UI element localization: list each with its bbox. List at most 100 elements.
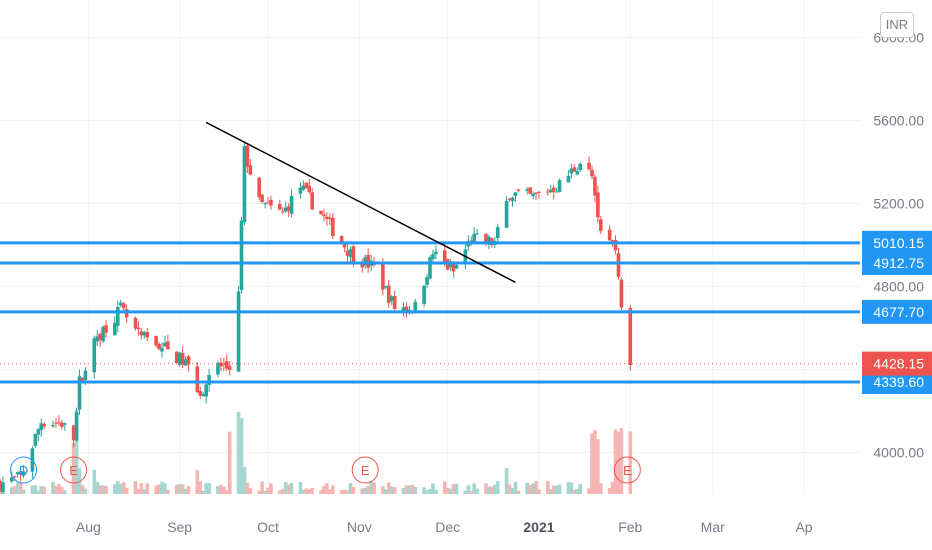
candle xyxy=(222,364,226,366)
y-tick-label: 4800.00 xyxy=(873,278,924,294)
volume-bar xyxy=(98,485,102,494)
volume-bar xyxy=(186,485,191,494)
volume-bar xyxy=(596,439,600,494)
candle xyxy=(57,422,61,424)
support-resistance-lines[interactable] xyxy=(0,241,860,384)
volume-bar xyxy=(248,487,253,494)
volume-bar xyxy=(442,481,447,494)
volume-bar xyxy=(222,486,226,494)
time-axis[interactable]: Aug Sep Oct Nov Dec 2021 Feb Mar Ap xyxy=(0,494,860,550)
candle xyxy=(139,331,144,336)
volume-bar xyxy=(121,482,126,494)
volume-bar xyxy=(513,481,518,494)
candle xyxy=(628,308,633,366)
candle xyxy=(616,253,621,277)
volume-bar xyxy=(569,482,574,494)
candle xyxy=(472,233,476,242)
volume-bar xyxy=(289,482,294,494)
candle xyxy=(548,189,553,193)
y-tick-label: 5600.00 xyxy=(873,112,924,128)
candle xyxy=(18,471,23,475)
candle xyxy=(219,362,223,367)
candle xyxy=(136,327,141,330)
volume-bar xyxy=(277,490,282,494)
candle xyxy=(224,361,229,369)
candle xyxy=(12,476,17,478)
volume-bar xyxy=(239,418,244,494)
volume-bar xyxy=(183,488,188,494)
y-tick-label: 5200.00 xyxy=(873,195,924,211)
volume-bar xyxy=(472,483,476,494)
volume-bar xyxy=(133,481,138,494)
candle xyxy=(451,262,456,272)
volume-bar xyxy=(495,481,500,494)
volume-bar xyxy=(360,488,365,494)
volume-bar xyxy=(590,433,594,494)
volume-bar xyxy=(163,483,167,494)
candle xyxy=(342,244,347,248)
candle xyxy=(207,374,211,385)
candle xyxy=(516,189,521,191)
candle xyxy=(157,343,161,349)
candle xyxy=(0,481,2,491)
candle xyxy=(525,189,529,191)
candle xyxy=(351,246,356,263)
volume-bar xyxy=(154,485,158,494)
volume-bar xyxy=(71,442,76,494)
candle xyxy=(186,356,191,365)
candle xyxy=(62,423,67,425)
candle xyxy=(431,254,435,260)
volume-bar xyxy=(160,481,164,494)
x-tick-label: Nov xyxy=(347,519,372,535)
volume-bar xyxy=(39,485,44,494)
candle xyxy=(15,472,20,475)
volume-bar xyxy=(363,488,368,494)
volume-bar xyxy=(266,487,270,494)
volume-bar xyxy=(51,481,55,494)
candle xyxy=(74,412,79,441)
candle xyxy=(339,236,344,244)
candle xyxy=(36,429,41,435)
candle xyxy=(174,351,179,364)
candle xyxy=(575,171,580,175)
volume-bar xyxy=(166,489,170,494)
candle xyxy=(280,211,285,213)
candle xyxy=(166,341,170,350)
price-tag-label: 4677.70 xyxy=(873,304,924,320)
volume-bar xyxy=(104,486,108,494)
event-circle xyxy=(60,456,88,484)
candle xyxy=(154,335,158,346)
volume-bar xyxy=(60,487,64,494)
volume-bar xyxy=(139,483,144,494)
candle xyxy=(95,336,99,342)
candle xyxy=(386,285,391,303)
candle xyxy=(599,219,603,231)
candle xyxy=(546,191,550,193)
candle xyxy=(613,239,618,251)
candle xyxy=(1,482,5,492)
candlestick-series[interactable] xyxy=(0,141,633,498)
volume-bar xyxy=(610,481,615,494)
trendline[interactable] xyxy=(205,121,516,283)
volume-bar xyxy=(216,486,220,494)
candle xyxy=(277,204,282,210)
candle xyxy=(160,347,164,352)
volume-bar xyxy=(322,485,326,494)
volume-bar xyxy=(95,481,99,494)
candle xyxy=(534,192,538,194)
volume-bar xyxy=(242,467,247,494)
volume-bar xyxy=(487,486,491,494)
candle xyxy=(257,177,261,198)
price-axis[interactable]: 4000.004400.004800.005200.005600.006000.… xyxy=(860,0,932,550)
volume-bar xyxy=(227,431,232,494)
candle xyxy=(590,169,594,177)
candle xyxy=(310,192,314,210)
currency-badge[interactable]: INR xyxy=(880,12,914,38)
candle xyxy=(363,257,368,266)
candle xyxy=(593,176,597,196)
volume-bar xyxy=(245,482,250,494)
volume-bar xyxy=(304,488,309,494)
volume-bar xyxy=(101,485,105,494)
